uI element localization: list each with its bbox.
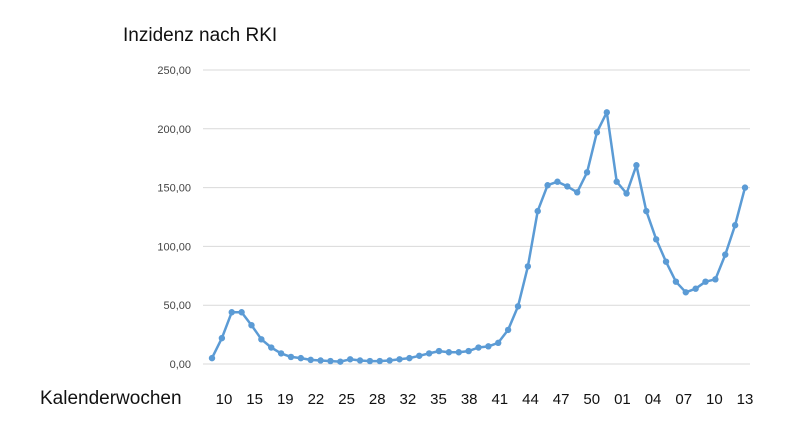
- x-tick-label: 47: [553, 391, 570, 408]
- y-axis-ticks: 0,00 50,00 100,00 150,00 200,00 250,00: [157, 65, 191, 371]
- x-tick-label: 41: [491, 391, 508, 408]
- series-line: [210, 111, 747, 363]
- data-point: [208, 354, 216, 362]
- y-tick-label: 50,00: [163, 300, 191, 312]
- data-point: [731, 222, 739, 229]
- data-point: [277, 350, 285, 357]
- x-tick-label: 50: [583, 391, 600, 408]
- data-point: [386, 357, 393, 364]
- data-point: [583, 169, 591, 176]
- data-point: [258, 336, 265, 343]
- data-point: [366, 357, 374, 365]
- data-points: [208, 109, 749, 365]
- x-tick-label: 35: [430, 391, 447, 408]
- data-point: [297, 354, 305, 362]
- data-point: [672, 278, 680, 285]
- data-point: [623, 190, 630, 197]
- x-tick-label: 28: [369, 391, 386, 408]
- x-tick-label: 07: [675, 391, 692, 408]
- x-tick-label: 44: [522, 391, 539, 408]
- data-point: [554, 178, 561, 185]
- data-point: [346, 356, 354, 363]
- x-tick-label: 15: [246, 391, 263, 408]
- gridlines: [203, 69, 750, 365]
- data-point: [218, 334, 226, 342]
- y-tick-label: 200,00: [157, 124, 191, 136]
- data-point: [534, 207, 541, 215]
- data-point: [722, 251, 729, 258]
- x-tick-label: 10: [216, 391, 233, 408]
- x-tick-label: 38: [461, 391, 478, 408]
- data-point: [564, 183, 571, 190]
- data-point: [435, 347, 443, 355]
- x-tick-label: 10: [706, 391, 723, 408]
- data-point: [495, 339, 502, 347]
- data-point: [712, 276, 719, 283]
- data-point: [337, 358, 344, 365]
- x-tick-label: 32: [400, 391, 417, 408]
- data-point: [643, 207, 650, 215]
- data-point: [603, 109, 611, 116]
- data-point: [682, 289, 689, 296]
- data-point: [613, 178, 620, 185]
- chart-title: Inzidenz nach RKI: [123, 25, 278, 46]
- data-point: [544, 182, 551, 189]
- data-point: [524, 263, 532, 270]
- x-tick-label: 04: [645, 391, 662, 408]
- data-point: [475, 344, 482, 351]
- data-point: [455, 349, 462, 356]
- data-point: [445, 349, 453, 356]
- data-point: [504, 326, 512, 334]
- data-point: [396, 356, 403, 363]
- data-point: [356, 357, 364, 364]
- data-point: [416, 352, 423, 359]
- series-lines: [210, 111, 747, 363]
- data-point: [317, 357, 324, 364]
- x-tick-label: 13: [737, 391, 754, 408]
- x-tick-label: 22: [308, 391, 325, 408]
- x-axis-ticks: 10 15 19 22 25 28 32 35 38 41 44 47 50 01 04 07 10 13: [216, 391, 754, 408]
- data-point: [248, 321, 255, 329]
- data-point: [228, 309, 235, 316]
- data-point: [406, 354, 413, 362]
- data-point: [238, 309, 245, 316]
- y-tick-label: 100,00: [157, 241, 191, 253]
- y-tick-label: 0,00: [170, 359, 191, 371]
- data-point: [307, 356, 314, 364]
- x-tick-label: 25: [338, 391, 355, 408]
- x-axis-label: Kalenderwochen: [40, 388, 182, 409]
- data-point: [574, 189, 581, 196]
- y-tick-label: 150,00: [157, 183, 191, 195]
- data-point: [692, 285, 699, 292]
- data-point: [652, 236, 660, 243]
- data-point: [327, 357, 334, 365]
- data-point: [702, 278, 709, 285]
- data-point: [485, 343, 492, 350]
- data-point: [287, 353, 295, 361]
- data-point: [514, 303, 522, 310]
- data-point: [465, 347, 472, 355]
- x-tick-label: 19: [277, 391, 294, 408]
- data-point: [662, 258, 670, 265]
- data-point: [593, 129, 601, 136]
- data-point: [425, 350, 433, 357]
- y-tick-label: 250,00: [157, 65, 191, 77]
- data-point: [376, 357, 383, 365]
- x-tick-label: 01: [614, 391, 631, 408]
- data-point: [633, 162, 640, 169]
- data-point: [268, 344, 275, 351]
- data-point: [741, 184, 749, 191]
